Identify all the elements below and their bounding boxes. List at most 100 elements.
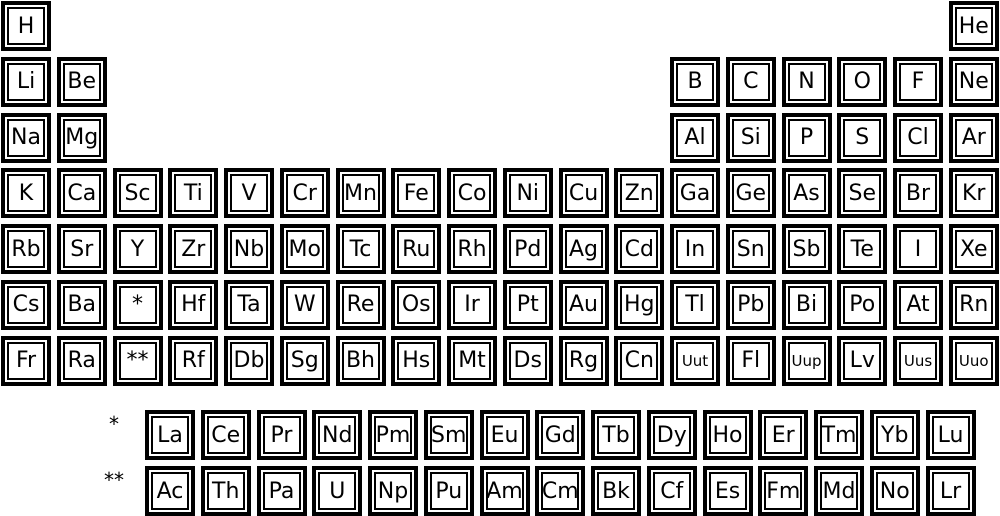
element-ra: Ra: [56, 335, 107, 386]
element-symbol: U: [329, 478, 346, 504]
element-k: K: [1, 168, 51, 219]
element-gd: Gd: [535, 410, 586, 460]
element-symbol: Pb: [737, 292, 765, 318]
element-as: As: [781, 168, 832, 219]
element-symbol: Cr: [292, 180, 317, 206]
element-symbol: Pa: [268, 478, 295, 504]
element-symbol: Cm: [541, 478, 579, 504]
element-al: Al: [670, 112, 720, 163]
element-ar: Ar: [948, 112, 999, 163]
element-symbol: C: [743, 69, 759, 95]
element-cm: Cm: [535, 466, 586, 516]
element-symbol: Ra: [67, 348, 96, 373]
element-symbol: Cu: [568, 180, 599, 206]
element-uut: Uut: [670, 335, 720, 386]
element-symbol: Ce: [211, 422, 241, 448]
element-symbol: Zn: [624, 180, 654, 206]
element-symbol: Tb: [602, 422, 630, 448]
element-nb: Nb: [224, 224, 274, 274]
element-symbol: Md: [822, 478, 856, 504]
element-u: U: [312, 466, 363, 516]
element-tb: Tb: [591, 410, 641, 460]
element-symbol: Ca: [67, 180, 97, 206]
element-symbol: Pu: [435, 478, 463, 504]
element-bk: Bk: [591, 466, 641, 516]
element-symbol: Pt: [516, 292, 539, 318]
element-te: Te: [837, 224, 888, 274]
element-se: Se: [837, 168, 888, 219]
element-symbol: Ta: [237, 292, 261, 318]
element-symbol: Cf: [660, 478, 684, 504]
element-n: N: [781, 56, 832, 107]
element-pd: Pd: [502, 224, 553, 274]
element-symbol: Nd: [322, 422, 353, 448]
element-symbol: Ne: [958, 69, 989, 95]
element-yb: Yb: [869, 410, 920, 460]
element-ac: Ac: [145, 466, 195, 516]
element-symbol: Tl: [685, 292, 705, 318]
element-fr: Fr: [1, 335, 51, 386]
element-np: Np: [368, 466, 418, 516]
element-md: Md: [814, 466, 864, 516]
element-c: C: [725, 56, 776, 107]
element-fm: Fm: [758, 466, 809, 516]
element-pu: Pu: [423, 466, 474, 516]
element-rb: Rb: [1, 224, 51, 274]
element-hs: Hs: [391, 335, 442, 386]
element-ga: Ga: [670, 168, 720, 219]
element-hg: Hg: [614, 279, 665, 330]
element-symbol: Cs: [12, 292, 40, 318]
element-rf: Rf: [168, 335, 219, 386]
element-kr: Kr: [948, 168, 999, 219]
element-li: Li: [1, 56, 51, 107]
element-symbol: Uut: [681, 351, 709, 370]
element-symbol: Pd: [514, 236, 542, 262]
element-cn: Cn: [614, 335, 665, 386]
element-symbol: Ir: [464, 292, 480, 318]
element-symbol: N: [798, 69, 815, 95]
element-ba: Ba: [56, 279, 107, 330]
element-symbol: Ba: [67, 292, 97, 318]
element-mn: Mn: [335, 168, 386, 219]
element-symbol: Fm: [766, 478, 801, 504]
element-ca: Ca: [56, 168, 107, 219]
element-symbol: Sb: [792, 236, 821, 262]
element-symbol: Te: [850, 236, 874, 262]
element-ti: Ti: [168, 168, 219, 219]
element-v: V: [224, 168, 274, 219]
element-sb: Sb: [781, 224, 832, 274]
element-pt: Pt: [502, 279, 553, 330]
element-fe: Fe: [391, 168, 442, 219]
element-symbol: Hg: [623, 292, 655, 318]
element-th: Th: [200, 466, 251, 516]
element-symbol: Se: [848, 180, 877, 206]
element-symbol: Cn: [624, 348, 654, 373]
element-symbol: Bi: [795, 292, 818, 318]
element-er: Er: [758, 410, 809, 460]
element-symbol: Lu: [937, 422, 964, 448]
element-symbol: Uuo: [958, 351, 989, 370]
element-symbol: Au: [569, 292, 598, 318]
element-symbol: *: [132, 292, 143, 318]
element-symbol: Ho: [712, 422, 743, 448]
element-symbol: Mg: [65, 125, 99, 150]
element-la: La: [145, 410, 195, 460]
element-symbol: Er: [771, 422, 795, 448]
element-symbol: He: [958, 13, 989, 39]
element-bi: Bi: [781, 279, 832, 330]
element-rg: Rg: [558, 335, 609, 386]
element-symbol: Rb: [11, 236, 41, 262]
element-symbol: In: [684, 236, 706, 262]
element-cf: Cf: [646, 466, 697, 516]
element-symbol: Kr: [962, 180, 986, 206]
element-uus: Uus: [893, 335, 943, 386]
element-po: Po: [837, 279, 888, 330]
element-br: Br: [893, 168, 943, 219]
element-symbol: Yb: [881, 422, 909, 448]
element-symbol: La: [157, 422, 183, 448]
element-symbol: Y: [130, 236, 145, 262]
element-am: Am: [479, 466, 530, 516]
element-symbol: K: [18, 180, 34, 206]
element-lv: Lv: [837, 335, 888, 386]
element-symbol: Tc: [349, 236, 372, 262]
